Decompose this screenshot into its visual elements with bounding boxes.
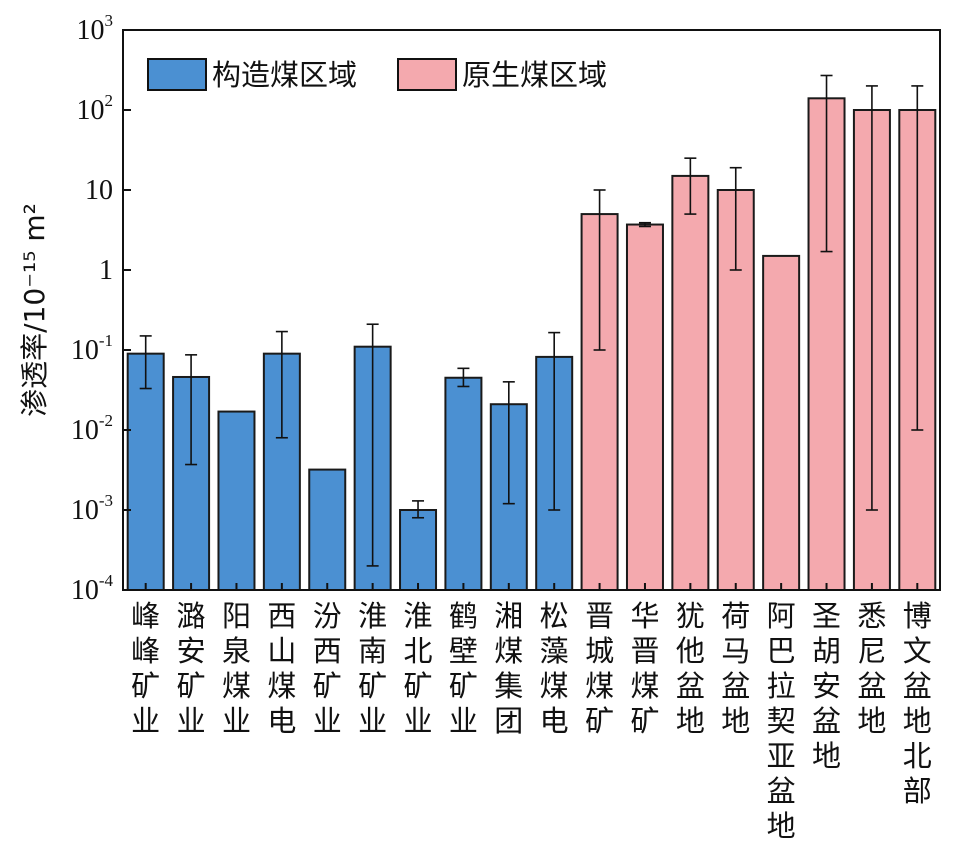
error-bar-0 <box>139 335 152 390</box>
error-bars-layer <box>139 74 924 567</box>
svg-text:圣胡安盆地: 圣胡安盆地 <box>812 599 841 773</box>
svg-text:晋城煤矿: 晋城煤矿 <box>585 599 614 738</box>
legend: 构造煤区域 原生煤区域 <box>147 58 607 92</box>
svg-text:松藻煤电: 松藻煤电 <box>540 599 569 738</box>
y-tick-label-3: 10-1 <box>71 331 113 366</box>
bar-6 <box>399 509 438 591</box>
x-tick-label-0: 峰峰矿业 <box>131 599 160 738</box>
y-tick-label-0: 10-4 <box>71 571 114 606</box>
error-bar-11 <box>638 221 651 228</box>
svg-text:悉尼盆地: 悉尼盆地 <box>857 599 886 738</box>
y-axis: 10-4 10-3 10-2 10-1 1 10 102 103 渗透率/10⁻¹⁵ m² <box>18 11 131 606</box>
x-tick-label-16: 悉尼盆地 <box>857 599 886 738</box>
x-tick-label-3: 西山煤电 <box>267 599 296 738</box>
error-bar-5 <box>366 323 379 567</box>
plot-frame <box>122 29 941 591</box>
svg-text:阿巴拉契亚盆地: 阿巴拉契亚盆地 <box>767 599 796 843</box>
bar-7 <box>444 376 483 592</box>
bar-11 <box>625 223 664 592</box>
legend-item-1: 原生煤区域 <box>397 58 607 92</box>
error-bar-6 <box>412 500 425 519</box>
error-bar-15 <box>820 74 833 253</box>
legend-swatch-1 <box>397 58 457 91</box>
svg-text:阳泉煤业: 阳泉煤业 <box>222 599 251 738</box>
error-bar-13 <box>729 166 742 271</box>
x-axis: 峰峰矿业潞安矿业阳泉煤业西山煤电汾西矿业淮南矿业淮北矿业鹤壁矿业湘煤集团松藻煤电… <box>131 583 932 843</box>
legend-label-0: 构造煤区域 <box>212 58 357 92</box>
y-axis-label: 渗透率/10⁻¹⁵ m² <box>18 203 51 417</box>
x-tick-label-10: 晋城煤矿 <box>585 599 614 738</box>
svg-text:西山煤电: 西山煤电 <box>267 599 296 738</box>
error-bar-3 <box>275 330 288 439</box>
error-bar-8 <box>502 381 515 505</box>
x-tick-label-9: 松藻煤电 <box>540 599 569 738</box>
svg-text:博文盆地北部: 博文盆地北部 <box>903 599 932 808</box>
y-tick-label-4: 1 <box>99 255 113 286</box>
bars-layer <box>126 97 937 592</box>
bar-12 <box>671 174 710 592</box>
x-tick-label-7: 鹤壁矿业 <box>449 599 478 738</box>
x-tick-label-8: 湘煤集团 <box>494 599 523 738</box>
svg-text:淮北矿业: 淮北矿业 <box>404 599 433 738</box>
error-bar-17 <box>911 85 924 431</box>
y-tick-label-6: 102 <box>77 91 114 126</box>
x-tick-label-17: 博文盆地北部 <box>903 599 932 808</box>
y-tick-label-2: 10-2 <box>71 411 113 446</box>
y-tick-label-1: 10-3 <box>71 491 113 526</box>
error-bar-9 <box>548 331 561 511</box>
svg-text:淮南矿业: 淮南矿业 <box>358 599 387 738</box>
x-tick-label-4: 汾西矿业 <box>313 599 342 738</box>
svg-text:峰峰矿业: 峰峰矿业 <box>131 599 160 738</box>
error-bar-7 <box>457 367 470 388</box>
x-tick-label-11: 华晋煤矿 <box>630 599 659 738</box>
legend-label-1: 原生煤区域 <box>462 58 607 92</box>
error-bar-10 <box>593 189 606 351</box>
x-tick-label-15: 圣胡安盆地 <box>812 599 841 773</box>
y-tick-label-5: 10 <box>85 175 113 206</box>
legend-item-0: 构造煤区域 <box>147 58 357 92</box>
bar-4 <box>308 468 347 592</box>
x-tick-label-12: 犹他盆地 <box>676 599 705 738</box>
svg-text:犹他盆地: 犹他盆地 <box>676 599 705 738</box>
x-tick-label-5: 淮南矿业 <box>358 599 387 738</box>
bar-14 <box>762 254 801 592</box>
x-tick-label-14: 阿巴拉契亚盆地 <box>767 599 796 843</box>
svg-text:汾西矿业: 汾西矿业 <box>313 599 342 738</box>
x-tick-label-13: 荷马盆地 <box>721 599 750 738</box>
x-tick-label-2: 阳泉煤业 <box>222 599 251 738</box>
svg-text:湘煤集团: 湘煤集团 <box>494 599 523 738</box>
x-tick-label-6: 淮北矿业 <box>404 599 433 738</box>
svg-text:鹤壁矿业: 鹤壁矿业 <box>449 599 478 738</box>
error-bar-16 <box>865 85 878 511</box>
svg-text:荷马盆地: 荷马盆地 <box>721 599 750 738</box>
error-bar-1 <box>185 354 198 466</box>
y-tick-label-7: 103 <box>77 11 114 46</box>
svg-text:潞安矿业: 潞安矿业 <box>177 599 206 738</box>
x-tick-label-1: 潞安矿业 <box>177 599 206 738</box>
legend-swatch-0 <box>147 58 207 91</box>
bar-2 <box>217 410 256 591</box>
bar-0 <box>126 352 165 592</box>
error-bar-12 <box>684 157 697 215</box>
svg-text:华晋煤矿: 华晋煤矿 <box>630 599 659 738</box>
